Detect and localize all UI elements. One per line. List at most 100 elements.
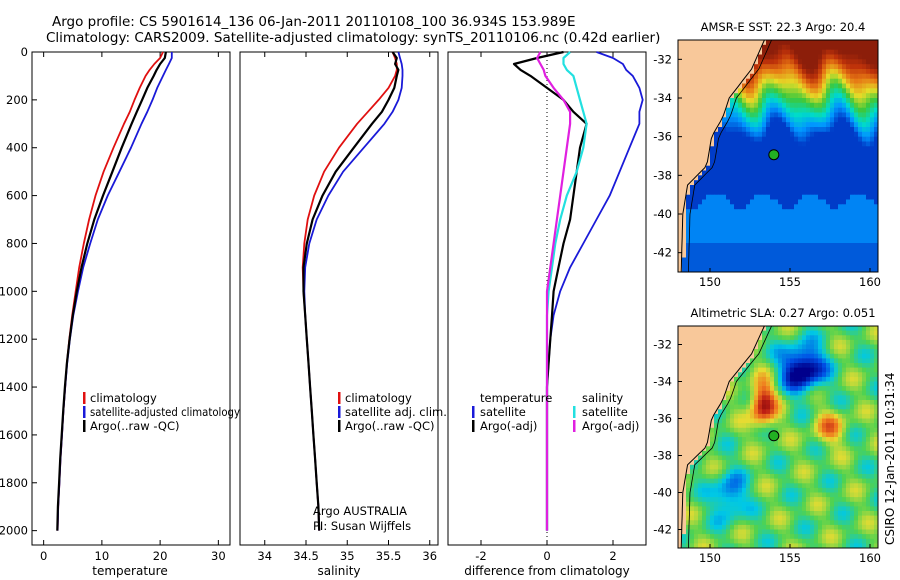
map-cell <box>822 534 827 540</box>
map-cell <box>714 228 719 234</box>
map-cell <box>746 511 751 516</box>
map-cell <box>750 252 755 258</box>
map-cell <box>746 175 751 181</box>
map-cell <box>818 40 823 46</box>
map-cell <box>850 204 855 210</box>
map-cell <box>858 349 863 355</box>
map-cell <box>790 136 795 142</box>
map-cell <box>854 441 859 447</box>
map-cell <box>790 73 795 79</box>
map-cell <box>774 515 779 521</box>
map-cell <box>806 520 811 526</box>
map-cell <box>706 180 711 186</box>
map-cell <box>830 233 835 239</box>
map-cell <box>782 88 787 94</box>
map-cell <box>798 423 803 429</box>
map-cell <box>742 127 747 133</box>
map-cell <box>818 460 823 466</box>
map-cell <box>770 107 775 113</box>
map-cell <box>830 175 835 181</box>
map-cell <box>862 243 867 249</box>
map-cell <box>850 413 855 419</box>
map-cell <box>722 146 727 152</box>
map-cell <box>774 441 779 447</box>
map-cell <box>790 238 795 244</box>
map-cell <box>730 112 735 118</box>
map-cell <box>790 450 795 456</box>
map-cell <box>862 165 867 171</box>
map-cell <box>798 460 803 466</box>
map-cell <box>842 160 847 166</box>
map-cell <box>782 418 787 424</box>
map-cell <box>706 170 711 176</box>
map-cell <box>694 194 699 200</box>
map-cell <box>762 93 767 99</box>
map-cell <box>738 427 743 433</box>
map-cell <box>838 404 843 410</box>
map-cell <box>814 538 819 544</box>
map-cell <box>762 107 767 113</box>
map-cell <box>846 520 851 526</box>
map-cell <box>802 117 807 123</box>
map-cell <box>762 199 767 205</box>
map-cell <box>726 464 731 470</box>
map-cell <box>798 233 803 239</box>
map-cell <box>750 93 755 99</box>
map-cell <box>762 344 767 350</box>
map-cell <box>786 156 791 162</box>
map-cell <box>810 386 815 392</box>
map-cell <box>710 529 715 535</box>
map-cell <box>774 469 779 475</box>
map-cell <box>710 243 715 249</box>
map-cell <box>698 243 703 249</box>
map-cell <box>718 418 723 424</box>
map-cell <box>722 218 727 224</box>
map-cell <box>754 534 759 540</box>
map-cell <box>862 390 867 396</box>
map-cell <box>814 437 819 442</box>
map-cell <box>790 262 795 268</box>
map-cell <box>822 432 827 438</box>
map-cell <box>770 141 775 147</box>
map-cell <box>838 344 843 350</box>
map-cell <box>822 146 827 152</box>
map-cell <box>798 511 803 516</box>
map-cell <box>866 131 871 137</box>
map-cell <box>806 515 811 521</box>
map-cell <box>850 390 855 396</box>
map-cell <box>826 214 831 220</box>
map-cell <box>774 487 779 493</box>
map-cell <box>838 54 843 60</box>
map-cell <box>754 262 759 268</box>
x-tick-label: 30 <box>211 549 226 563</box>
map-cell <box>758 204 763 210</box>
map-cell <box>714 199 719 205</box>
map-cell <box>838 127 843 133</box>
map-cell <box>786 59 791 65</box>
map-cell <box>770 146 775 152</box>
legend-sal-satellite: satellite <box>582 405 628 419</box>
map-cell <box>798 214 803 220</box>
map-cell <box>850 534 855 540</box>
map-cell <box>766 423 771 429</box>
map-cell <box>786 117 791 123</box>
map-cell <box>834 49 839 55</box>
map-cell <box>746 441 751 447</box>
map-cell <box>830 404 835 410</box>
map-cell <box>790 204 795 210</box>
map-cell <box>834 478 839 484</box>
map-cell <box>774 214 779 220</box>
map-cell <box>754 228 759 234</box>
map-cell <box>690 228 695 234</box>
map-cell <box>814 257 819 263</box>
map-cell <box>774 267 779 272</box>
map-cell <box>818 487 823 493</box>
map-cell <box>758 367 763 373</box>
map-cell <box>842 446 847 452</box>
map-cell <box>854 335 859 341</box>
map-cell <box>854 524 859 530</box>
map-cell <box>754 141 759 147</box>
map-cell <box>774 170 779 176</box>
map-cell <box>690 469 695 475</box>
map-cell <box>822 165 827 171</box>
